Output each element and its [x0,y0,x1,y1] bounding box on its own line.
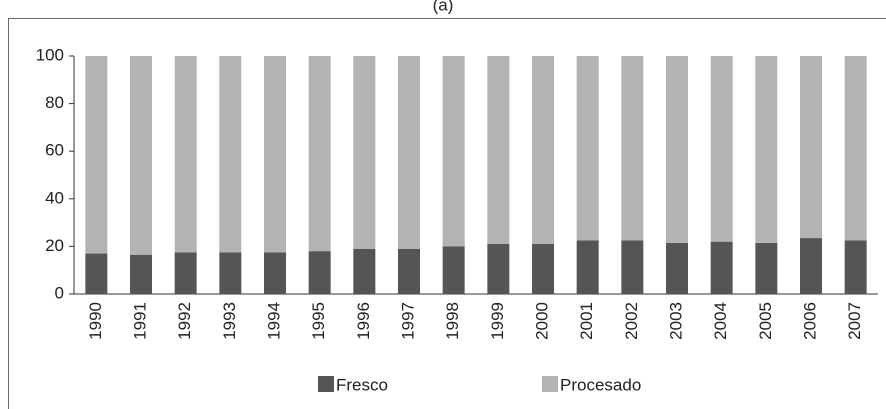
bar-segment [621,56,644,241]
bar-segment [666,56,688,243]
bar-segment [621,240,644,294]
bar-segment [710,56,733,242]
bar-segment [264,252,286,294]
bar-segment [710,241,733,294]
bar-segment [844,56,867,241]
x-tick-label: 1992 [175,302,194,340]
x-tick-label: 1994 [264,302,283,340]
legend-swatch [318,376,334,392]
bar-segment [174,56,197,253]
bar-segment [85,253,108,294]
x-tick-label: 1997 [398,302,417,340]
x-tick-label: 1995 [309,302,328,340]
bar-segment [487,56,510,245]
x-tick-label: 1998 [443,302,462,340]
x-tick-label: 2005 [756,302,775,340]
bar-segment [353,248,376,294]
bar-segment [219,56,242,253]
bar-segment [308,56,331,252]
bar-segment [576,56,599,241]
bar-segment [130,56,152,255]
bar-segment [85,56,108,254]
bar-segment [800,238,822,294]
frame [8,18,886,409]
bar-segment [130,254,152,294]
x-tick-label: 2000 [532,302,551,340]
x-tick-label: 2004 [711,302,730,340]
x-tick-label: 2006 [800,302,819,340]
x-tick-label: 2001 [577,302,596,340]
bar-segment [755,56,778,243]
y-tick-label: 100 [36,45,64,64]
bar-segment [487,244,510,294]
legend-label: Procesado [560,375,641,394]
bar-segment [755,242,778,294]
bar-segment [800,56,822,239]
bar-segment [174,252,197,294]
bar-segment [398,248,420,294]
chart-title: (a) [433,0,454,14]
x-tick-label: 2007 [845,302,864,340]
bar-segment [532,244,554,294]
bar-segment [442,56,465,247]
x-tick-label: 1991 [130,302,149,340]
x-tick-label: 2003 [666,302,685,340]
bar-segment [666,242,688,294]
legend-label: Fresco [336,375,388,394]
bar-segment [532,56,554,245]
bar-segment [353,56,376,249]
y-tick-label: 80 [45,93,64,112]
bar-segment [844,240,867,294]
x-tick-label: 1996 [354,302,373,340]
y-tick-label: 60 [45,141,64,160]
x-tick-label: 1993 [220,302,239,340]
bar-segment [576,240,599,294]
bar-segment [442,246,465,294]
x-tick-label: 1999 [488,302,507,340]
bar-segment [264,56,286,253]
x-tick-label: 1990 [86,302,105,340]
y-tick-label: 0 [55,283,64,302]
x-tick-label: 2002 [622,302,641,340]
bar-segment [308,251,331,294]
bar-segment [219,252,242,294]
y-tick-label: 20 [45,236,64,255]
legend-swatch [542,376,558,392]
y-tick-label: 40 [45,188,64,207]
bar-segment [398,56,420,249]
